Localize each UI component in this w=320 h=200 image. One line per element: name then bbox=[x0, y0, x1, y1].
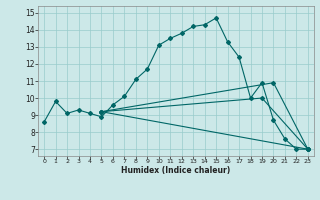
X-axis label: Humidex (Indice chaleur): Humidex (Indice chaleur) bbox=[121, 166, 231, 175]
